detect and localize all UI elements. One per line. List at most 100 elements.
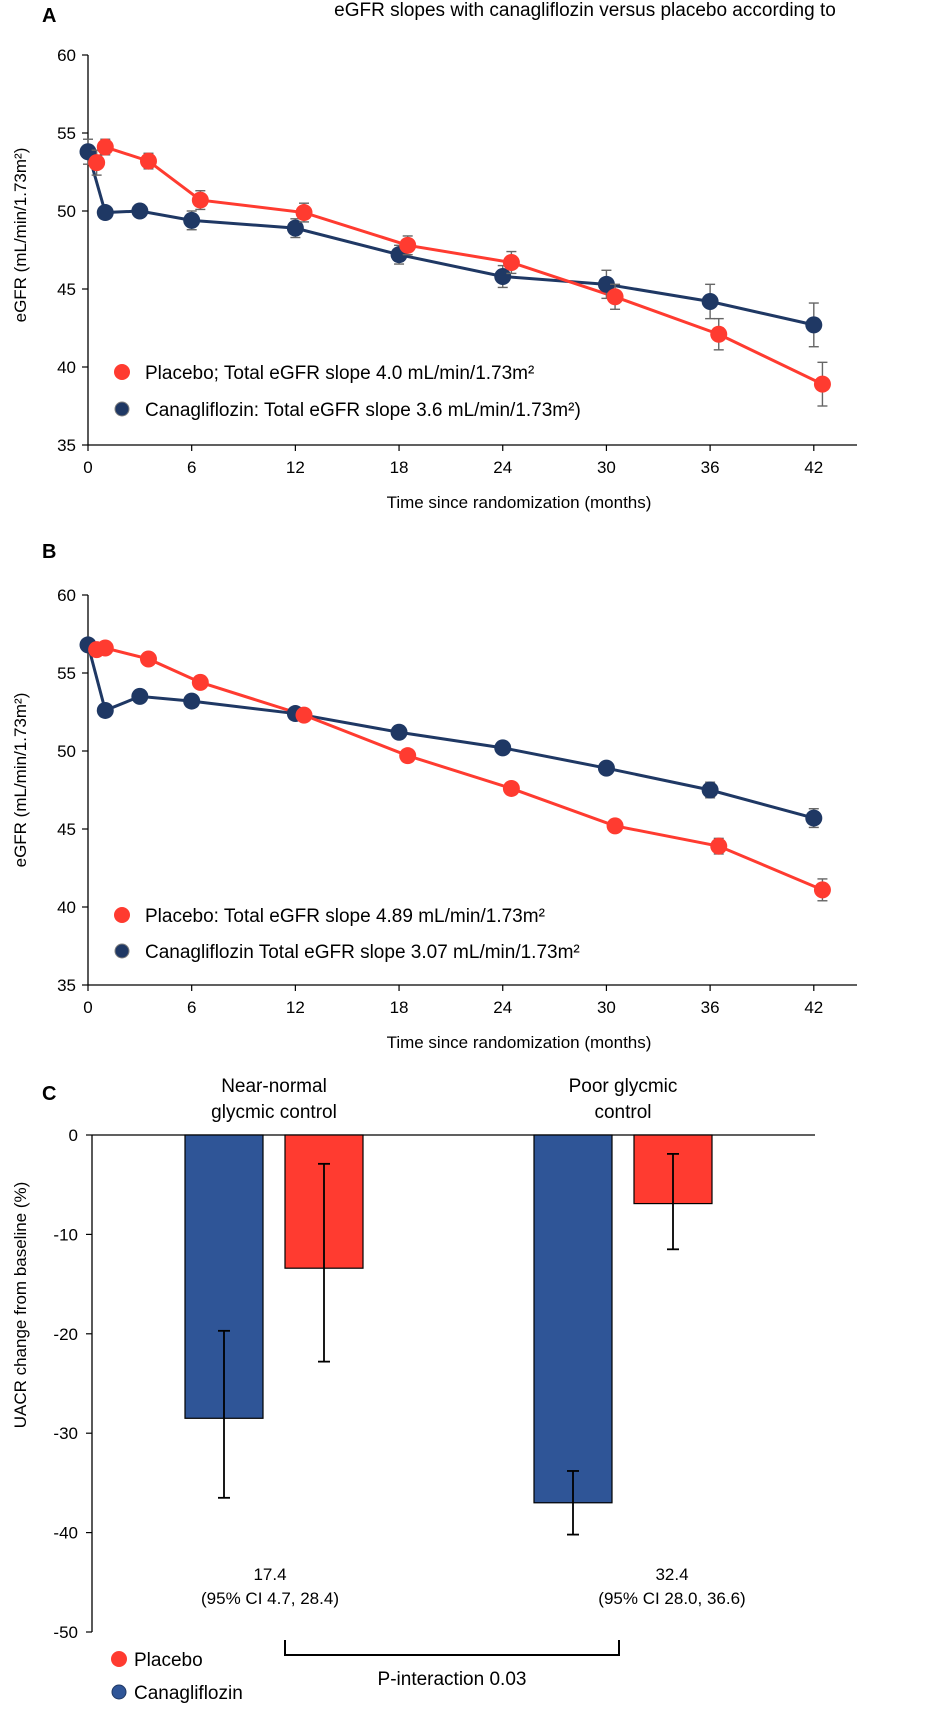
panel-a-canagliflozin-point	[805, 316, 823, 334]
panel-b-canagliflozin-point	[597, 759, 615, 777]
panel-c-plot: 0 -10 -20 -30 -40 -50	[53, 1126, 815, 1642]
panel-b-canagliflozin-point	[701, 781, 719, 799]
legend-b-canagliflozin-label: Canagliflozin Total eGFR slope 3.07 mL/m…	[145, 942, 580, 963]
panel-a-xlabel: Time since randomization (months)	[387, 493, 652, 512]
panel-c-y-tick-label: -30	[53, 1424, 78, 1443]
panel-b-canagliflozin-point	[390, 723, 408, 741]
panel-b-series-placebo-line	[96, 646, 824, 892]
panel-a-x-tick-label: 36	[701, 458, 720, 477]
panel-a-series-canagliflozin-line	[86, 151, 815, 327]
panel-a-legend: Placebo; Total eGFR slope 4.0 mL/min/1.7…	[114, 363, 581, 421]
panel-b-placebo-point	[606, 817, 624, 835]
panel-a-placebo-point	[88, 154, 106, 172]
panel-a-x-tick-label: 42	[804, 458, 823, 477]
panel-a-series-placebo-line	[95, 145, 824, 386]
panel-a-x-tick-label: 18	[390, 458, 409, 477]
panel-b-y-tick-label: 55	[57, 664, 76, 683]
panel-b-placebo-point	[295, 706, 313, 724]
category-label-2-line-1: Poor glycmic	[569, 1076, 678, 1097]
panel-b-x-tick-label: 24	[493, 998, 512, 1017]
panel-b-canagliflozin-point	[96, 701, 114, 719]
legend-a-canagliflozin-label: Canagliflozin: Total eGFR slope 3.6 mL/m…	[145, 400, 581, 421]
panel-a-y-tick-label: 60	[57, 46, 76, 65]
legend-b-canagliflozin-marker	[114, 943, 130, 959]
panel-a-x-tick-label: 6	[187, 458, 196, 477]
category-label-1-line-2: glycmic control	[211, 1102, 337, 1123]
panel-a-x-tick-label: 30	[597, 458, 616, 477]
panel-a-y-tick-label: 35	[57, 436, 76, 455]
legend-b-placebo-label: Placebo: Total eGFR slope 4.89 mL/min/1.…	[145, 906, 545, 927]
panel-a-canagliflozin-point	[183, 211, 201, 229]
panel-b-y-tick-label: 50	[57, 742, 76, 761]
panel-a-ylabel: eGFR (mL/min/1.73m²)	[11, 148, 30, 323]
panel-b-canagliflozin-point	[805, 809, 823, 827]
panel-a-y-tick-label: 55	[57, 124, 76, 143]
difference-1-ci: (95% CI 4.7, 28.4)	[201, 1589, 339, 1608]
panel-b-x-tick-label: 30	[597, 998, 616, 1017]
panel-b-y-tick-label: 60	[57, 586, 76, 605]
panel-b-x-tick-label: 12	[286, 998, 305, 1017]
panel-b-canagliflozin-point	[131, 687, 149, 705]
panel-c-ylabel: UACR change from baseline (%)	[11, 1182, 30, 1429]
panel-a-x-tick-label: 24	[493, 458, 512, 477]
panel-a-canagliflozin-point	[286, 219, 304, 237]
panel-a-x-tick-label: 0	[83, 458, 92, 477]
panel-b-x-tick-label: 18	[390, 998, 409, 1017]
panel-b-x-tick-label: 42	[804, 998, 823, 1017]
panel-a-canagliflozin-point	[494, 268, 512, 286]
legend-c-placebo-marker	[111, 1651, 127, 1667]
panel-b-x-tick-label: 6	[187, 998, 196, 1017]
panel-b-y-tick-label: 45	[57, 820, 76, 839]
panel-b-placebo-point	[96, 639, 114, 657]
legend-b-placebo-marker	[114, 907, 130, 923]
panel-a-placebo-point	[399, 236, 417, 254]
legend-c-canagliflozin-marker	[111, 1684, 127, 1700]
legend-c-placebo-label: Placebo	[134, 1650, 203, 1671]
panel-c-y-tick-label: -20	[53, 1325, 78, 1344]
p-interaction-text: P-interaction 0.03	[378, 1669, 527, 1690]
panel-a-placebo-point	[96, 138, 114, 156]
difference-2-ci: (95% CI 28.0, 36.6)	[598, 1589, 745, 1608]
panel-c-y-tick-label: -10	[53, 1225, 78, 1244]
panel-a-placebo-point	[139, 152, 157, 170]
panel-c: C UACR change from baseline (%) Near-nor…	[11, 1076, 815, 1704]
legend-a-placebo-label: Placebo; Total eGFR slope 4.0 mL/min/1.7…	[145, 363, 534, 384]
panel-b-placebo-point	[139, 650, 157, 668]
category-label-1-line-1: Near-normal	[221, 1076, 327, 1097]
panel-a: A 35 40 45 50 55 60 0 6 12 18 24 30 36 42 Placebo; To…	[11, 5, 857, 512]
legend-c-canagliflozin-label: Canagliflozin	[134, 1683, 243, 1704]
panel-b-x-tick-label: 36	[701, 998, 720, 1017]
panel-b-legend: Placebo: Total eGFR slope 4.89 mL/min/1.…	[114, 906, 580, 963]
panel-a-plot: 35 40 45 50 55 60 0 6 12 18 24 30 36 42	[57, 46, 857, 477]
panel-b: B 35 40 45 50 55 60 0 6 12 18 24 30 36 42 Placebo: To…	[11, 541, 857, 1052]
p-interaction-bracket	[284, 1640, 620, 1656]
panel-c-y-tick-label: -50	[53, 1623, 78, 1642]
category-label-2-line-2: control	[594, 1102, 651, 1123]
panel-a-placebo-point	[813, 375, 831, 393]
panel-b-placebo-point	[502, 779, 520, 797]
panel-b-y-tick-label: 35	[57, 976, 76, 995]
panel-a-canagliflozin-point	[701, 292, 719, 310]
difference-1-value: 17.4	[253, 1565, 286, 1584]
panel-a-canagliflozin-point	[597, 275, 615, 293]
panel-b-xlabel: Time since randomization (months)	[387, 1033, 652, 1052]
panel-a-y-tick-label: 50	[57, 202, 76, 221]
panel-b-plot: 35 40 45 50 55 60 0 6 12 18 24 30 36 42	[57, 586, 857, 1017]
panel-c-letter: C	[42, 1083, 56, 1105]
panel-b-canagliflozin-point	[494, 739, 512, 757]
panel-a-canagliflozin-point	[131, 202, 149, 220]
panel-a-placebo-point	[606, 288, 624, 306]
panel-b-placebo-point	[399, 747, 417, 765]
panel-a-placebo-point	[295, 204, 313, 222]
panel-a-canagliflozin-point	[96, 204, 114, 222]
legend-a-canagliflozin-marker	[114, 401, 130, 417]
panel-a-placebo-point	[191, 191, 209, 209]
panel-b-y-tick-label: 40	[57, 898, 76, 917]
panel-b-series-canagliflozin-line	[86, 644, 815, 820]
panel-b-canagliflozin-point	[183, 692, 201, 710]
panel-a-placebo-point	[502, 253, 520, 271]
panel-a-letter: A	[42, 5, 56, 27]
panel-a-y-tick-label: 45	[57, 280, 76, 299]
panel-a-placebo-point	[710, 325, 728, 343]
